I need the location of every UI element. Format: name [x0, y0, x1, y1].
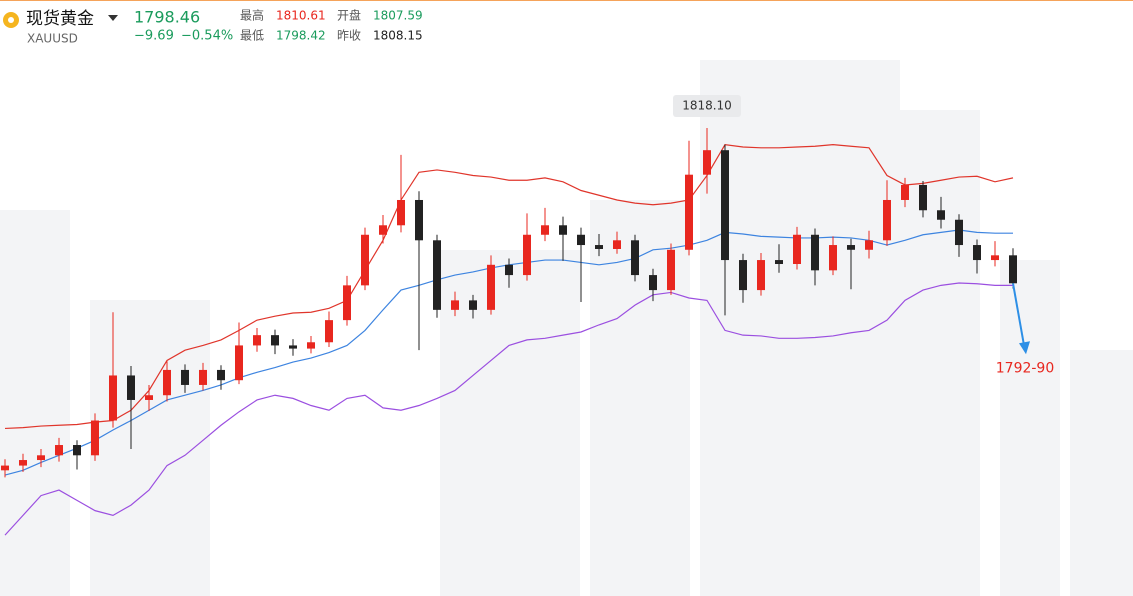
candle-body [937, 210, 945, 220]
candle-body [775, 260, 783, 265]
stat-value: 1808.15 [373, 29, 423, 43]
stat-label: 最低 [240, 29, 264, 43]
price-change: −9.69 [134, 29, 174, 44]
candle-body [991, 255, 999, 261]
candle-body [433, 240, 441, 310]
candle-body [757, 260, 765, 291]
candle-body [127, 375, 135, 400]
candle-body [325, 320, 333, 343]
candle-body [379, 225, 387, 235]
stat-value: 1810.61 [276, 9, 326, 23]
peak-label-bg [673, 95, 741, 118]
candle-body [37, 455, 45, 461]
candle-body [865, 240, 873, 250]
candle-body [55, 445, 63, 456]
candle-body [19, 460, 27, 466]
stat-value: 1807.59 [373, 9, 423, 23]
band-line [4, 282, 1013, 536]
candle-body [577, 234, 585, 246]
candle-body [541, 225, 549, 235]
watermark [0, 60, 1133, 596]
candle-body [667, 249, 675, 291]
target-label: 1792-90 [996, 360, 1055, 376]
candle-body [271, 335, 279, 346]
target-arrowhead [1019, 341, 1030, 355]
candle-body [397, 199, 405, 226]
candle-body [739, 260, 747, 291]
target-arrow [1012, 283, 1025, 346]
candle-body [829, 245, 837, 271]
stat-label: 最高 [240, 8, 264, 23]
candle-body [253, 335, 261, 346]
candle-body [721, 150, 729, 261]
candle-body [559, 225, 567, 235]
stat-label: 开盘 [337, 8, 361, 23]
candle-body [469, 300, 477, 310]
stat-value: 1798.42 [276, 29, 326, 43]
candle-body [109, 375, 117, 421]
candle-body [685, 174, 693, 250]
candle-body [793, 234, 801, 265]
candle-body [847, 245, 855, 250]
last-price: 1798.46 [134, 8, 200, 27]
candle-body [361, 234, 369, 286]
candle-body [343, 285, 351, 321]
candle-body [163, 369, 171, 396]
price-change-pct: −0.54% [181, 29, 233, 44]
candle-body [181, 369, 189, 385]
candle-body [451, 300, 459, 310]
candle-body [415, 199, 423, 241]
candle-body [487, 264, 495, 310]
candle-body [703, 150, 711, 175]
candle-body [901, 184, 909, 200]
candle-body [973, 245, 981, 261]
candle-body [1009, 255, 1017, 284]
candle-body [505, 264, 513, 276]
candle-body [91, 420, 99, 456]
candle-body [73, 445, 81, 456]
instrument-name: 现货黄金 [26, 9, 94, 29]
gold-icon-dot [8, 17, 14, 23]
candle-body [613, 240, 621, 249]
candle-body [811, 234, 819, 271]
candle-body [235, 345, 243, 381]
candle-body [883, 199, 891, 241]
instrument-symbol: XAUUSD [27, 32, 78, 46]
candle-body [217, 369, 225, 381]
candle-body [1, 465, 9, 471]
candle-body [289, 345, 297, 349]
candle-body [199, 369, 207, 385]
candle-body [649, 275, 657, 291]
candle-body [145, 395, 153, 400]
dropdown-caret[interactable] [108, 15, 118, 21]
peak-label: 1818.10 [682, 99, 732, 113]
candle-body [595, 245, 603, 249]
candle-body [955, 219, 963, 246]
candle-body [919, 184, 927, 211]
candle-body [523, 234, 531, 276]
candle-body [631, 240, 639, 276]
candle-body [307, 342, 315, 349]
stat-label: 昨收 [337, 29, 361, 43]
band-line [4, 144, 1014, 430]
